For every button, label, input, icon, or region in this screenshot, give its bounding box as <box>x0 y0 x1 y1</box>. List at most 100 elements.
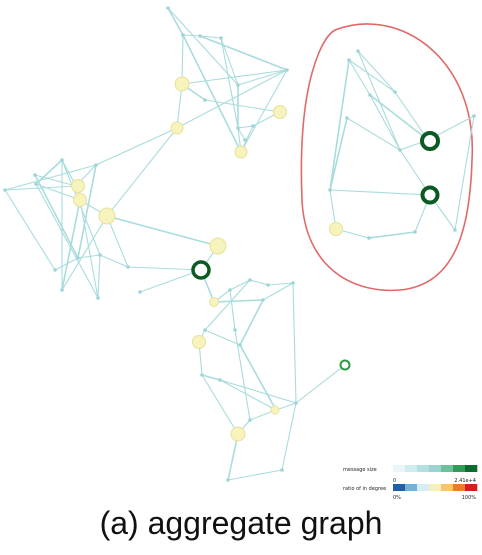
graph-edge <box>219 379 277 411</box>
graph-node <box>472 114 476 118</box>
legend-message-size-max: 2.41e+4 <box>454 478 476 484</box>
graph-node-large <box>270 405 280 415</box>
graph-edge <box>34 174 77 187</box>
graph-edge <box>4 189 56 271</box>
graph-edge <box>454 115 475 231</box>
legend-message-size-bar <box>393 465 478 472</box>
graph-edge <box>237 69 288 86</box>
figure-caption: (a) aggregate graph <box>99 505 383 541</box>
graph-node-ring <box>420 185 440 205</box>
graph-node <box>3 188 7 192</box>
graph-node <box>413 230 417 234</box>
graph-node-ring <box>191 260 211 280</box>
graph-node <box>285 68 289 72</box>
graph-node <box>218 378 222 382</box>
graph-node <box>238 343 242 347</box>
graph-edge <box>4 185 77 191</box>
legend-color-swatch <box>441 465 454 472</box>
graph-edge <box>220 37 239 129</box>
graph-node <box>33 173 37 177</box>
graph-edge <box>239 299 264 346</box>
graph-edge <box>357 50 396 93</box>
graph-node <box>266 283 270 287</box>
graph-edge <box>237 125 254 129</box>
graph-edge <box>267 282 294 286</box>
legend-in-degree-min: 0% <box>393 495 401 500</box>
graph-edge <box>61 215 108 291</box>
graph-node-large <box>209 237 227 255</box>
graph-edge <box>394 91 429 141</box>
graph-node-large <box>98 207 116 225</box>
graph-node-large <box>73 193 87 207</box>
graph-node <box>261 298 265 302</box>
graph-edge <box>262 282 294 301</box>
graph-node <box>233 328 237 332</box>
graph-node-large <box>174 76 190 92</box>
graph-node-ring <box>339 359 351 371</box>
graph-edge <box>4 164 97 191</box>
graph-edge <box>237 127 246 141</box>
graph-edge <box>368 231 416 239</box>
graph-node <box>248 278 252 282</box>
graph-edge <box>204 279 251 331</box>
legend-color-swatch <box>417 465 430 472</box>
legend-in-degree-bar <box>393 484 478 491</box>
legend-color-swatch <box>429 484 442 491</box>
graph-node <box>345 116 349 120</box>
graph-edge <box>77 164 97 259</box>
graph-node <box>251 124 255 128</box>
graph-node <box>60 288 64 292</box>
graph-edge <box>329 59 350 191</box>
graph-node-large <box>71 179 85 193</box>
legend-message-size-min: 0 <box>393 478 396 484</box>
graph-edge <box>329 189 431 196</box>
graph-edge <box>139 269 202 293</box>
legend-color-swatch <box>453 484 466 491</box>
graph-edge <box>199 35 222 39</box>
graph-node <box>236 83 240 87</box>
graph-edge <box>167 7 184 36</box>
legend-color-swatch <box>441 484 454 491</box>
graph-edge <box>219 379 297 404</box>
graph-edge <box>204 99 281 113</box>
graph-edge <box>239 344 277 411</box>
graph-edge <box>181 69 288 85</box>
graph-node <box>280 468 284 472</box>
graph-node <box>453 228 457 232</box>
graph-node-large <box>209 297 219 307</box>
legend-in-degree-label: ratio of in degree <box>343 486 386 492</box>
graph-node-large <box>230 426 246 442</box>
graph-node <box>236 126 240 130</box>
graph-node <box>398 148 402 152</box>
graph-node-ring <box>420 131 440 151</box>
legend-color-swatch <box>405 484 418 491</box>
graph-node <box>228 288 232 292</box>
graph-node <box>53 268 57 272</box>
graph-edge <box>346 117 401 151</box>
aggregate-graph-figure: message size 0 2.41e+4 ratio of in degre… <box>3 6 478 500</box>
legend-color-swatch <box>393 484 406 491</box>
graph-edge <box>229 279 251 291</box>
highlight-cluster-outline <box>300 23 474 292</box>
graph-node <box>347 58 351 62</box>
legend-color-swatch <box>393 465 406 472</box>
graph-edge <box>227 469 283 481</box>
graph-edge <box>199 35 288 71</box>
legend-color-swatch <box>465 484 478 491</box>
graph-edge <box>201 374 239 435</box>
graph-edge <box>249 279 269 286</box>
graph-node-large <box>170 121 184 135</box>
graph-edge <box>348 59 396 93</box>
graph-edge <box>181 34 184 85</box>
graph-node <box>328 188 332 192</box>
graph-edge <box>127 266 202 271</box>
graph-node <box>181 33 185 37</box>
graph-edge <box>229 289 236 331</box>
graph-node <box>243 138 247 142</box>
graph-node <box>248 418 252 422</box>
graph-node <box>96 296 100 300</box>
graph-edge <box>95 127 178 166</box>
graph-edge <box>292 282 297 404</box>
legend: message size 0 2.41e+4 ratio of in degre… <box>343 465 478 500</box>
graph-node-large <box>329 222 343 236</box>
